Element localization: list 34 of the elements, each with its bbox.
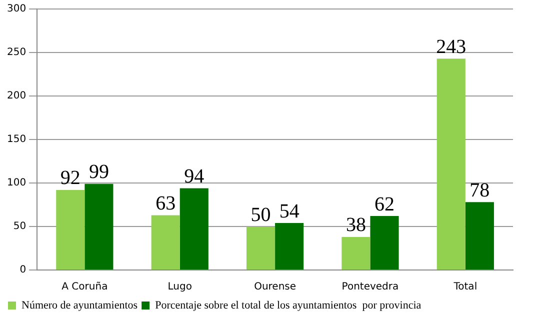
data-label: 62	[374, 193, 395, 216]
bar	[84, 184, 114, 270]
x-tick-label: A Coruña	[62, 282, 108, 293]
data-label: 99	[88, 161, 109, 184]
bar	[56, 190, 85, 270]
data-label: 38	[346, 214, 366, 236]
y-tick-label: 200	[6, 90, 26, 102]
data-label: 50	[250, 204, 271, 226]
x-tick-label: Ourense	[254, 282, 296, 293]
x-tick-label: Lugo	[168, 282, 192, 293]
bar	[370, 216, 399, 270]
data-label: 94	[184, 165, 204, 188]
legend-label: Porcentaje sobre el total de los ayuntamientos por provincia	[155, 299, 422, 312]
bar	[246, 226, 276, 270]
x-tick-label: Pontevedra	[342, 282, 399, 293]
y-tick-label: 0	[20, 264, 26, 276]
y-tick-label: 150	[6, 134, 26, 146]
y-tick-label: 50	[13, 221, 26, 232]
y-tick-label: 100	[6, 178, 26, 189]
bar	[275, 223, 304, 270]
bar	[151, 215, 180, 270]
bar	[465, 202, 494, 270]
legend-label: Número de ayuntamientos	[22, 299, 138, 312]
bar	[180, 188, 208, 270]
y-tick-label: 250	[6, 47, 26, 58]
data-label: 243	[436, 36, 466, 58]
x-tick-label: Total	[452, 282, 478, 293]
data-label: 78	[470, 179, 490, 202]
bar	[436, 58, 466, 270]
data-label: 54	[279, 200, 300, 222]
y-tick-label: 300	[6, 4, 26, 15]
data-label: 63	[156, 192, 176, 214]
data-label: 92	[60, 167, 80, 190]
bar	[342, 236, 370, 270]
